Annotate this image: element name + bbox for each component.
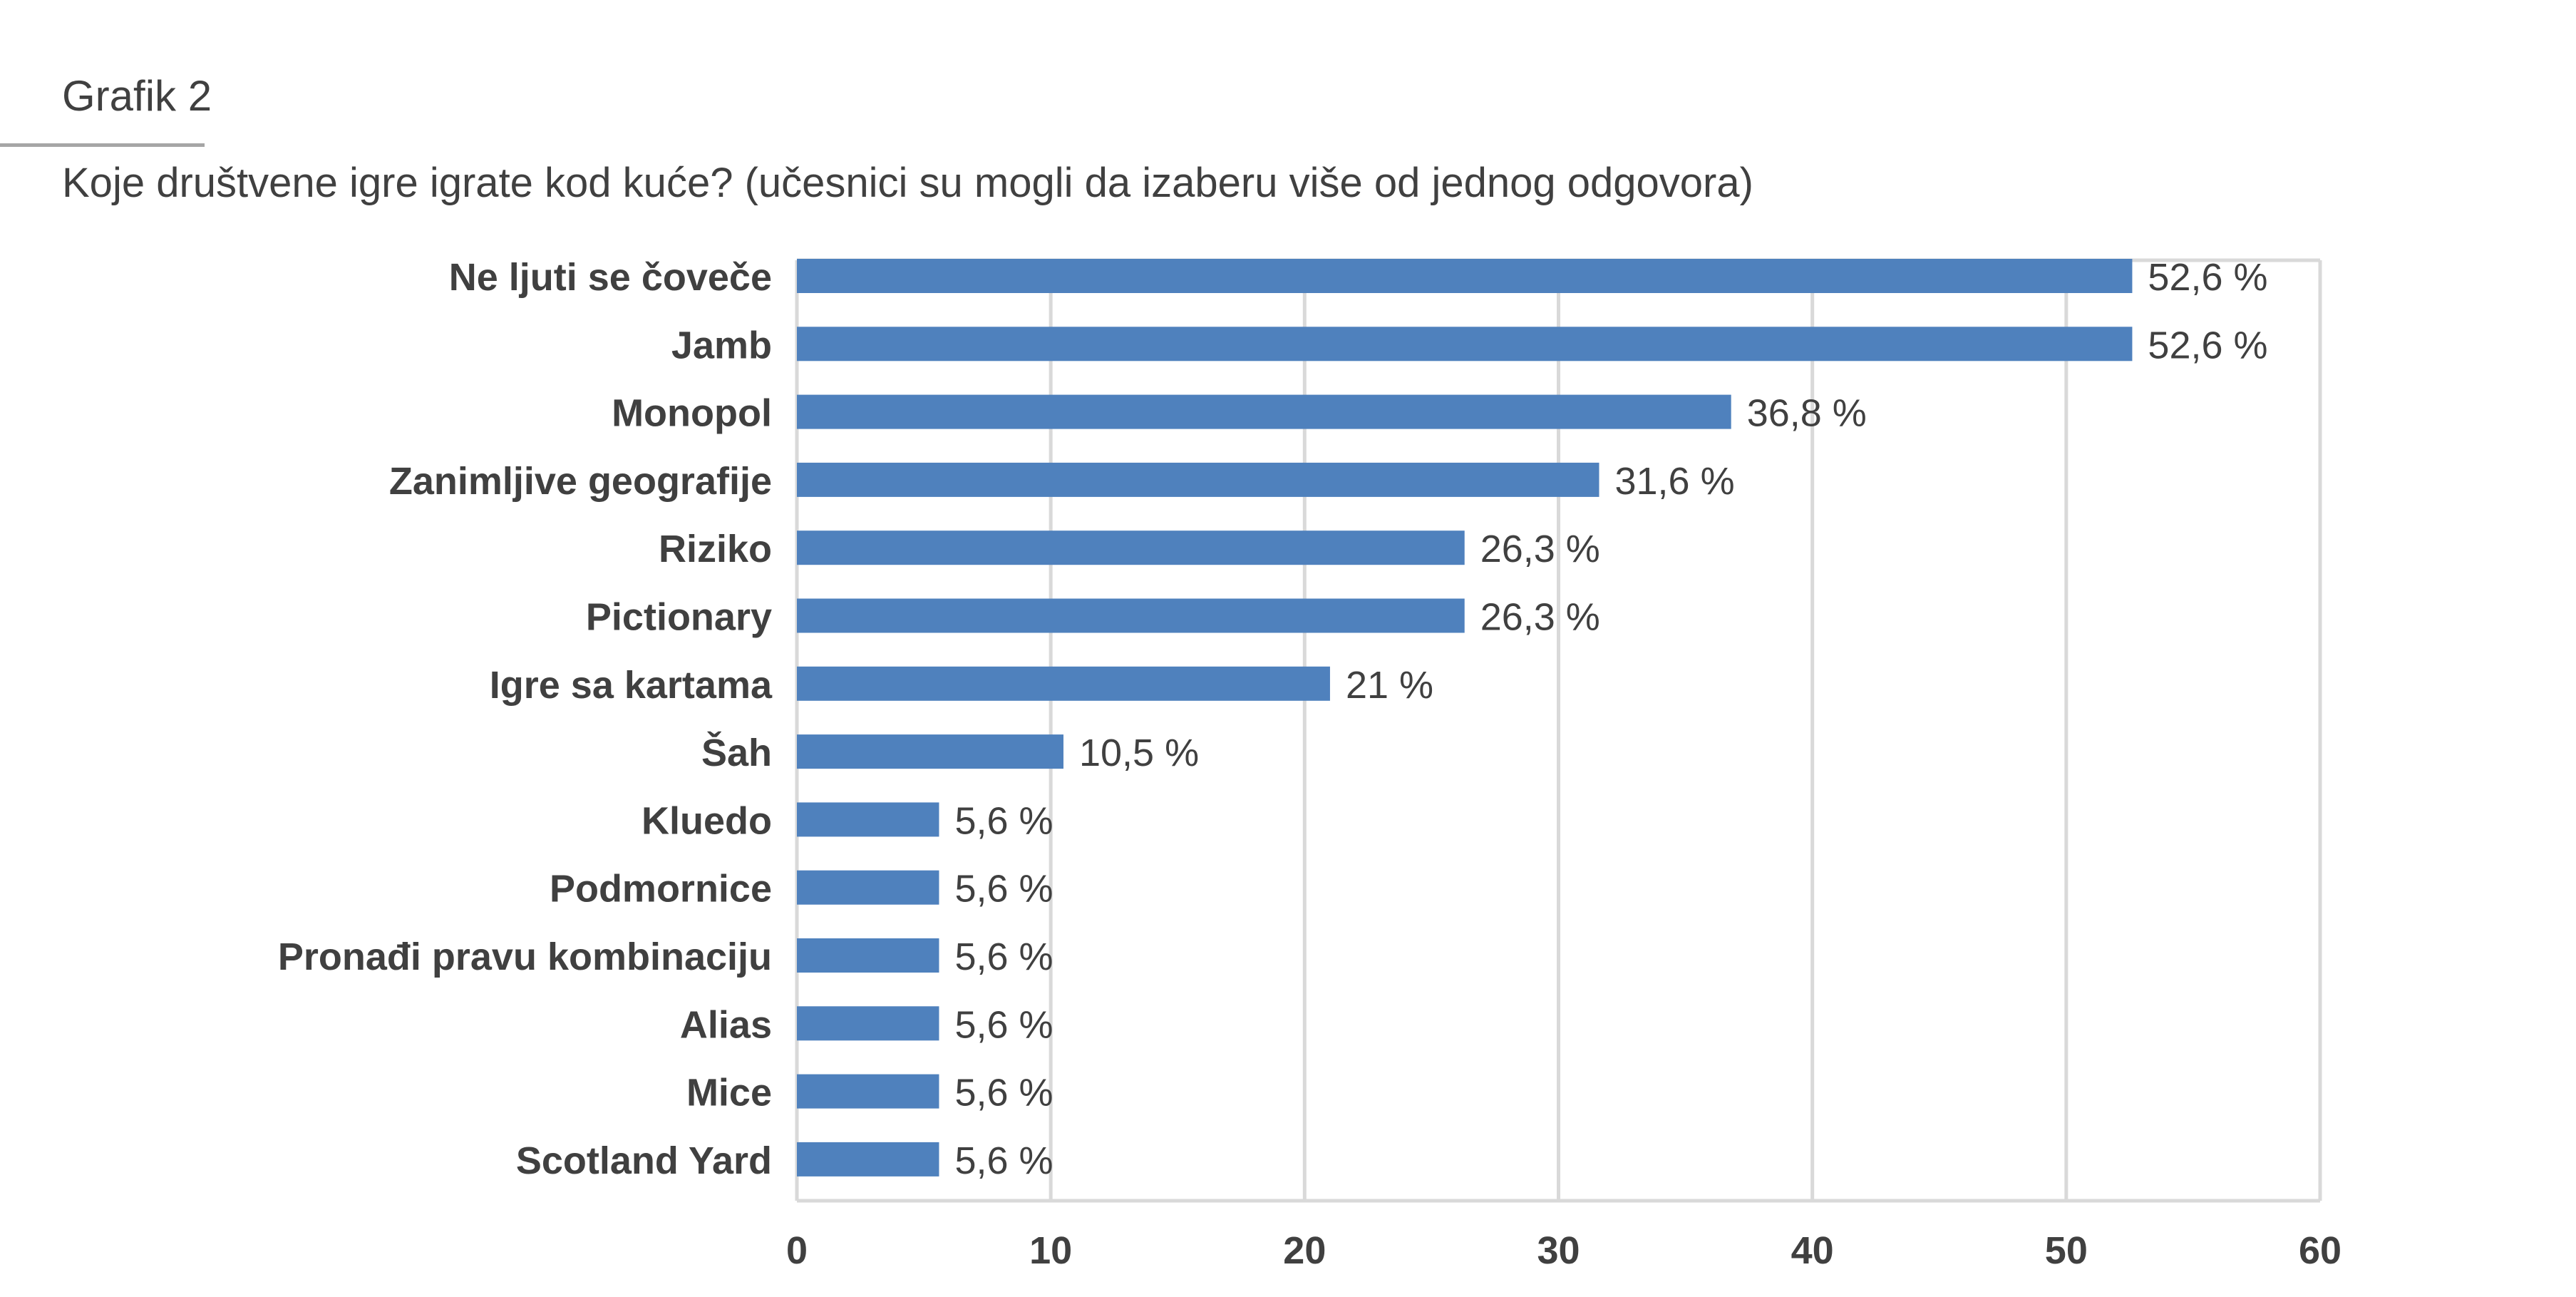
data-label: 5,6 % [954,1003,1053,1046]
data-label: 21 % [1346,664,1433,707]
category-label: Monopol [612,392,772,435]
x-tick-label: 50 [2045,1229,2088,1272]
x-tick-label: 0 [786,1229,808,1272]
data-label: 52,6 % [2148,324,2267,366]
chart-question: Koje društvene igre igrate kod kuće? (uč… [62,160,1753,206]
data-label: 31,6 % [1614,460,1734,503]
category-label: Šah [701,731,772,774]
bar [797,598,1465,633]
bar [797,734,1063,769]
category-label: Pictionary [586,596,772,639]
bar [797,666,1330,701]
bar [797,462,1599,497]
bar-layer [797,259,2133,1176]
x-tick-label: 10 [1029,1229,1072,1272]
label-layer: 0 10 20 30 40 50 60 Ne ljuti se čoveče 52,6 % Jam… [278,256,2341,1272]
bar [797,938,939,973]
category-label: Jamb [671,324,772,366]
category-label: Ne ljuti se čoveče [449,256,772,299]
bar [797,1074,939,1109]
data-label: 26,3 % [1480,596,1600,639]
x-tick-label: 30 [1537,1229,1580,1272]
data-label: 5,6 % [954,1139,1053,1182]
data-label: 36,8 % [1747,392,1867,435]
bar [797,259,2133,293]
bar [797,1006,939,1041]
label-divider [0,143,205,147]
bar [797,394,1731,429]
bar [797,327,2133,362]
data-label: 26,3 % [1480,528,1600,570]
category-label: Kluedo [642,799,772,842]
category-label: Alias [680,1003,772,1046]
category-label: Pronađi pravu kombinaciju [278,935,772,978]
data-label: 5,6 % [954,1072,1053,1114]
bar [797,530,1465,565]
data-label: 10,5 % [1079,732,1199,774]
data-label: 5,6 % [954,935,1053,978]
x-tick-label: 40 [1791,1229,1834,1272]
category-label: Scotland Yard [516,1139,772,1182]
bar [797,870,939,905]
data-label: 5,6 % [954,799,1053,842]
chart-label: Grafik 2 [62,72,212,120]
bar [797,802,939,837]
category-label: Igre sa kartama [490,664,773,707]
x-tick-label: 60 [2299,1229,2341,1272]
category-label: Riziko [659,528,772,570]
data-label: 5,6 % [954,868,1053,911]
category-label: Zanimljive geografije [389,460,772,503]
bar [797,1142,939,1176]
x-tick-label: 20 [1283,1229,1326,1272]
category-label: Podmornice [550,868,772,911]
category-label: Mice [686,1072,772,1114]
data-label: 52,6 % [2148,256,2267,299]
